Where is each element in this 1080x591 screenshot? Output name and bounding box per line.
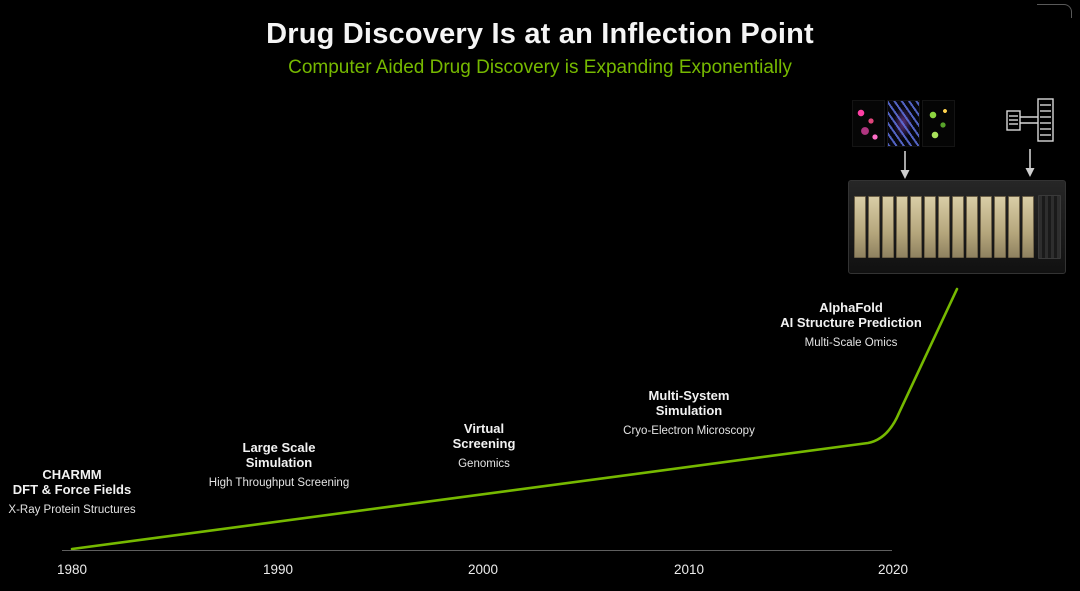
axis-tick-2000: 2000 [467, 562, 499, 577]
milestone-subtitle: X-Ray Protein Structures [8, 504, 136, 516]
gpu-server-rack-image [848, 180, 1066, 274]
milestone-subtitle: Genomics [458, 458, 510, 470]
milestone-2000: Virtual Screening Genomics [453, 421, 516, 470]
milestone-title-line: Multi-System [648, 388, 730, 403]
down-arrow-icon [1025, 149, 1035, 177]
down-arrow-icon [900, 151, 910, 179]
milestone-subtitle: Multi-Scale Omics [804, 337, 898, 349]
rack-compute-trays [853, 196, 1035, 258]
molecule-thumbnails [852, 100, 957, 147]
green-molecule-thumbnail [922, 100, 955, 147]
milestone-1980: CHARMM DFT & Force Fields X-Ray Protein … [8, 467, 135, 516]
corner-accent-line [1037, 4, 1072, 18]
milestone-title-line: AlphaFold [819, 300, 883, 315]
milestone-title-line: DFT & Force Fields [12, 482, 132, 497]
milestone-title-line: CHARMM [42, 467, 102, 482]
milestone-1990: Large Scale Simulation High Throughput S… [209, 440, 349, 489]
superchip-diagram-icon [1006, 98, 1054, 142]
dna-helix-thumbnail [887, 100, 920, 147]
milestone-title-line: Screening [452, 436, 516, 451]
x-axis-line [62, 550, 892, 551]
milestone-title-line: Virtual [463, 421, 505, 436]
milestone-title-line: AI Structure Prediction [780, 315, 922, 330]
axis-tick-2020: 2020 [877, 562, 909, 577]
milestone-title-line: Large Scale [242, 440, 316, 455]
axis-tick-2010: 2010 [673, 562, 705, 577]
slide-subtitle: Computer Aided Drug Discovery is Expandi… [288, 57, 792, 78]
milestone-title-line: Simulation [655, 403, 723, 418]
protein-molecule-thumbnail [852, 100, 885, 147]
axis-tick-1980: 1980 [56, 562, 88, 577]
milestone-subtitle: High Throughput Screening [208, 477, 350, 489]
milestone-2020: AlphaFold AI Structure Prediction Multi-… [780, 300, 922, 349]
axis-tick-1990: 1990 [262, 562, 294, 577]
milestone-2010: Multi-System Simulation Cryo-Electron Mi… [623, 388, 755, 437]
milestone-subtitle: Cryo-Electron Microscopy [623, 425, 755, 437]
milestone-title-line: Simulation [245, 455, 313, 470]
rack-io-panel [1038, 195, 1061, 259]
slide-title: Drug Discovery Is at an Inflection Point [266, 18, 814, 50]
